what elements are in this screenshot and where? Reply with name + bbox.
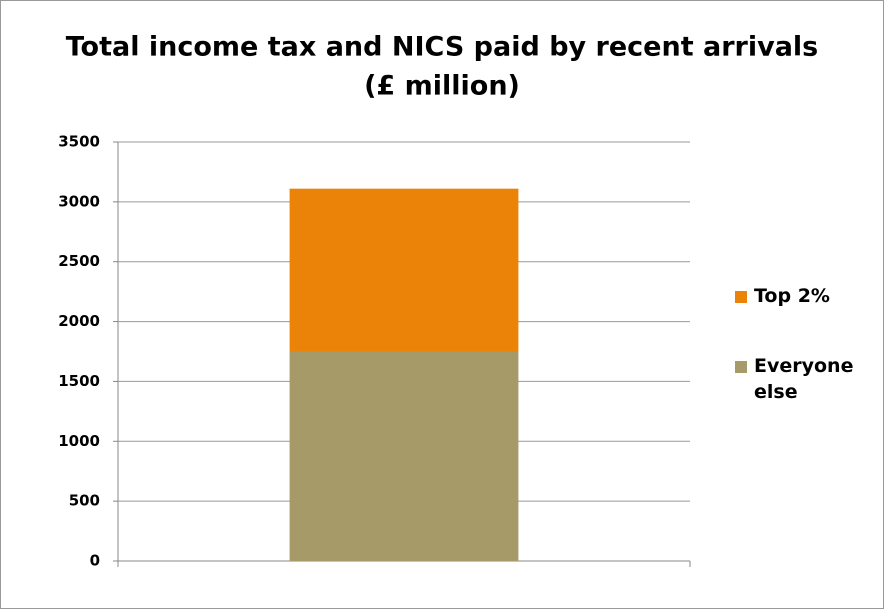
y-tick-label: 0 bbox=[90, 552, 100, 570]
y-tick-label: 1500 bbox=[58, 372, 100, 390]
bar-segment bbox=[289, 188, 519, 352]
bar-segment bbox=[289, 351, 519, 561]
chart-title: Total income tax and NICS paid by recent… bbox=[66, 32, 819, 63]
y-tick-label: 500 bbox=[69, 492, 100, 510]
legend-label: Everyone else bbox=[754, 355, 854, 403]
y-tick-label: 3500 bbox=[58, 133, 100, 151]
legend-swatch bbox=[735, 291, 747, 303]
legend-label: Top 2% bbox=[754, 285, 830, 307]
legend-swatch bbox=[735, 361, 747, 373]
y-tick-label: 1000 bbox=[58, 432, 100, 450]
chart-subtitle: (£ million) bbox=[364, 71, 520, 102]
y-tick-label: 2500 bbox=[58, 252, 100, 270]
y-tick-label: 3000 bbox=[58, 192, 100, 210]
y-tick-label: 2000 bbox=[58, 312, 100, 330]
